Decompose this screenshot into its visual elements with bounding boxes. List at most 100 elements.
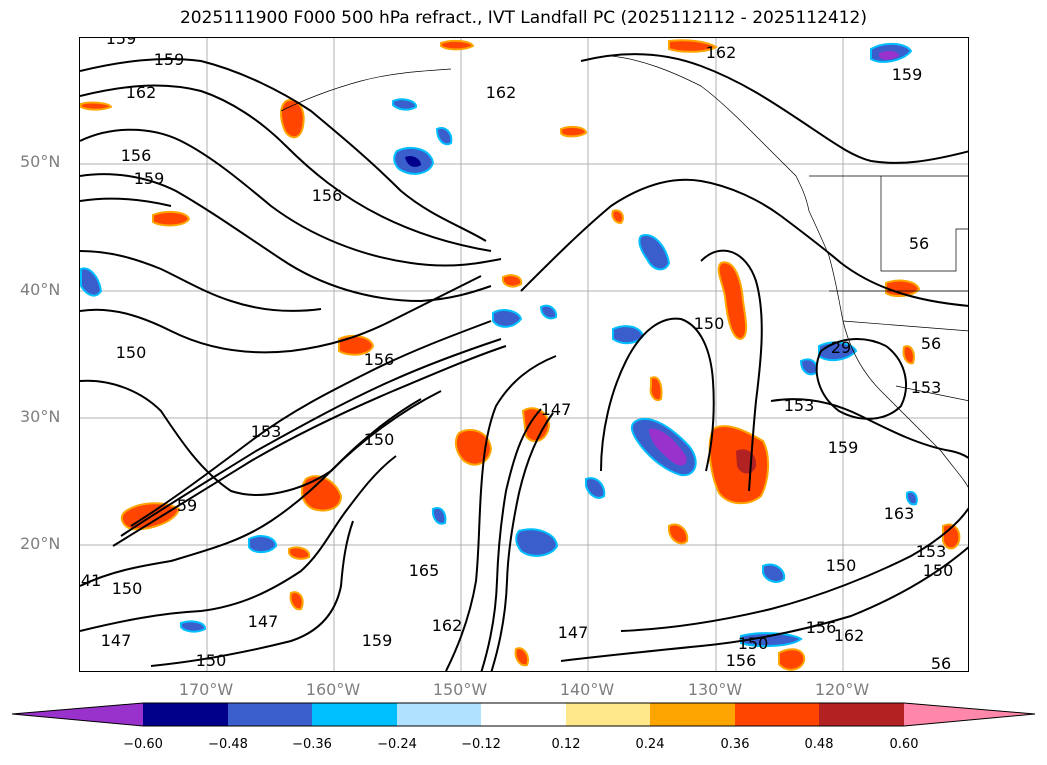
north-america-west-coast (808, 210, 968, 488)
contour-labels: 159 159 162 156 159 156 162 162 159 150 … (80, 38, 954, 671)
contour-line (80, 455, 397, 632)
colorbar-swatch (228, 703, 312, 726)
anomaly-blob (539, 304, 558, 320)
colorbar-tick: −0.60 (123, 737, 163, 752)
anomaly-blob (180, 620, 206, 633)
colorbar-tick: 0.48 (804, 737, 834, 752)
lat-label-40n: 40°N (20, 280, 61, 299)
anomaly-blob (905, 491, 918, 506)
contour-label: 162 (486, 83, 517, 102)
contour-line (700, 249, 763, 492)
anomaly-blob (668, 39, 718, 53)
negative-anomaly-shading (80, 43, 918, 648)
colorbar-tick: 0.60 (889, 737, 919, 752)
colorbar-outline (11, 702, 1036, 727)
lon-label-160w: 160°W (305, 680, 361, 699)
contour-label: 162 (432, 616, 463, 635)
contour-label: 153 (784, 396, 815, 415)
colorbar-tick: −0.24 (377, 737, 417, 752)
contour-label: 159 (134, 169, 165, 188)
contour-line (80, 275, 482, 354)
contour-line (150, 520, 354, 667)
figure-title: 2025111900 F000 500 hPa refract., IVT La… (179, 8, 867, 28)
lat-label-50n: 50°N (20, 152, 61, 171)
contour-line (130, 320, 492, 527)
contour-label: 156 (121, 146, 152, 165)
contour-line (600, 317, 715, 472)
anomaly-blob (799, 358, 818, 376)
anomaly-core (405, 156, 421, 167)
political-borders (809, 175, 968, 401)
anomaly-blob (80, 267, 103, 297)
anomaly-blob (300, 475, 343, 512)
lon-label-130w: 130°W (687, 680, 743, 699)
anomaly-blob (392, 98, 417, 111)
anomaly-blob (431, 507, 447, 525)
contour-label: 147 (558, 623, 589, 642)
contour-label: 150 (738, 634, 769, 653)
lon-label-170w: 170°W (178, 680, 234, 699)
graticule (80, 38, 968, 671)
contour-label: 156 (806, 618, 837, 637)
contour-label: 150 (196, 651, 227, 670)
contour-line (770, 398, 968, 459)
colorbar-extend-high (904, 703, 1035, 726)
contour-label: 165 (409, 561, 440, 580)
colorbar-tick: 0.12 (551, 737, 581, 752)
contour-label: 150 (116, 343, 147, 362)
contour-label: 29 (831, 338, 851, 357)
contour-label: 156 (726, 651, 757, 670)
anomaly-blob (902, 345, 915, 365)
anomaly-blob (762, 563, 786, 583)
anomaly-blob (454, 429, 493, 466)
anomaly-core (649, 428, 687, 466)
colorbar-swatch (735, 703, 819, 726)
colorbar-swatch (566, 703, 650, 726)
contour-label: 141 (80, 571, 101, 590)
anomaly-core (879, 50, 899, 60)
contour-line (490, 412, 554, 671)
contour-label: 150 (826, 556, 857, 575)
anomaly-blob (502, 274, 523, 288)
contour-line (560, 546, 968, 662)
contour-label: 159 (362, 631, 393, 650)
contour-line (80, 128, 502, 267)
colorbar-tick: −0.48 (208, 737, 248, 752)
contour-label: 147 (101, 631, 132, 650)
anomaly-blob (778, 648, 806, 671)
colorbar-swatch (397, 703, 481, 726)
contour-label: 163 (884, 504, 915, 523)
colorbar-tick: −0.12 (461, 737, 501, 752)
anomaly-blob (668, 523, 689, 545)
contour-line (815, 338, 907, 420)
contour-line (80, 84, 492, 252)
contour-line (80, 173, 492, 303)
anomaly-blob (514, 647, 529, 667)
contour-label: 159 (828, 438, 859, 457)
anomaly-blob (440, 39, 475, 51)
anomaly-blob (885, 279, 921, 298)
lon-label-120w: 120°W (814, 680, 870, 699)
anomaly-blob (280, 99, 305, 139)
contour-line (80, 398, 422, 587)
colorbar-swatch (143, 703, 228, 726)
lat-label-20n: 20°N (20, 534, 61, 553)
contour-label: 150 (112, 579, 143, 598)
contour-line (580, 53, 968, 164)
contour-label: 156 (364, 350, 395, 369)
contour-line (80, 379, 442, 496)
positive-anomaly-shading (80, 39, 961, 671)
contour-label: 162 (126, 83, 157, 102)
contour-label: 153 (916, 542, 947, 561)
contour-label: 150 (923, 561, 954, 580)
colorbar-swatch (312, 703, 397, 726)
contour-label: 156 (312, 186, 343, 205)
anomaly-blob (152, 210, 191, 227)
contour-label: 56 (909, 234, 929, 253)
anomaly-blob (585, 477, 606, 499)
map-canvas: 159 159 162 156 159 156 162 162 159 150 … (80, 38, 968, 671)
colorbar-swatch (481, 703, 566, 726)
contour-line (120, 338, 502, 537)
anomaly-blob (289, 591, 304, 611)
contour-line (80, 250, 322, 312)
